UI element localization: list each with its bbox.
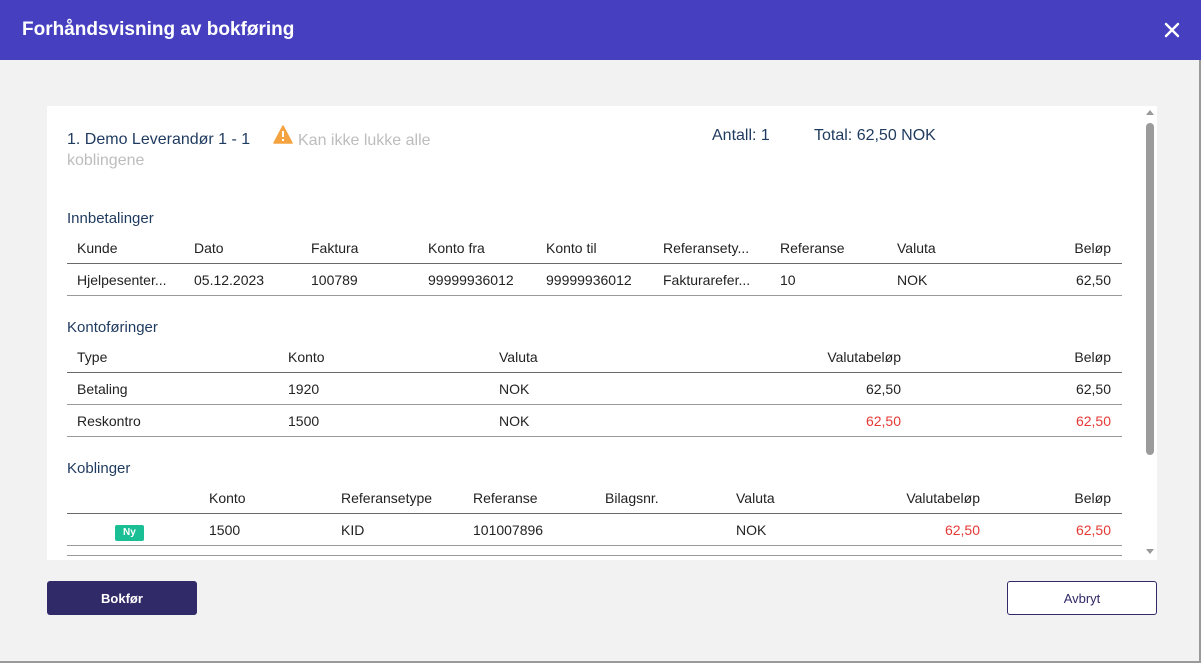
scroll-down-icon[interactable] [1146, 549, 1154, 554]
table-cell: 05.12.2023 [194, 272, 265, 288]
table-row: Betaling 1920 NOK 62,50 62,50 [67, 373, 1122, 405]
table-cell: 1920 [288, 381, 320, 397]
table-cell: 62,50 [1075, 381, 1111, 397]
column-header: Bilagsnr. [605, 490, 659, 506]
table-cell: 62,50 [944, 522, 980, 538]
koblinger-table: Konto Referansetype Referanse Bilagsnr. … [67, 486, 1122, 556]
table-cell: 10 [780, 272, 796, 288]
table-cell: 99999936012 [546, 272, 632, 288]
column-header: Valuta [897, 240, 936, 256]
kontoforinger-table: Type Konto Valuta Valutabeløp Beløp Beta… [67, 345, 1122, 437]
table-header: Kunde Dato Faktura Konto fra Konto til R… [67, 236, 1122, 264]
warning-triangle-icon [273, 125, 293, 144]
table-row: Reskontro 1500 NOK 62,50 62,50 [67, 405, 1122, 437]
column-header: Konto [288, 349, 325, 365]
cancel-button[interactable]: Avbryt [1007, 581, 1157, 615]
table-cell: 62,50 [1075, 272, 1111, 288]
column-header: Faktura [311, 240, 359, 256]
column-header: Beløp [1074, 240, 1111, 256]
column-header: Valutabeløp [906, 490, 980, 506]
column-header: Referansetype [341, 490, 433, 506]
scroll-up-icon[interactable] [1146, 110, 1154, 115]
table-cell: 100789 [311, 272, 358, 288]
column-header: Valutabeløp [827, 349, 901, 365]
column-header: Valuta [499, 349, 538, 365]
column-header: Referansety... [663, 240, 750, 256]
section-title-koblinger: Koblinger [67, 460, 131, 477]
post-button[interactable]: Bokfør [47, 581, 197, 615]
column-header: Valuta [736, 490, 775, 506]
table-cell: 62,50 [865, 381, 901, 397]
table-cell: 62,50 [1075, 413, 1111, 429]
table-row [67, 546, 1122, 556]
table-cell: Reskontro [77, 413, 141, 429]
section-title-innbetalinger: Innbetalinger [67, 210, 154, 227]
dialog-title: Forhåndsvisning av bokføring [22, 19, 295, 40]
column-header: Konto fra [428, 240, 485, 256]
scroll-thumb[interactable] [1146, 123, 1154, 455]
table-cell: 101007896 [473, 522, 544, 538]
table-cell: 99999936012 [428, 272, 514, 288]
table-header: Type Konto Valuta Valutabeløp Beløp [67, 345, 1122, 373]
vertical-scrollbar[interactable] [1143, 106, 1157, 560]
column-header: Konto til [546, 240, 597, 256]
column-header: Referanse [780, 240, 845, 256]
dialog-header: Forhåndsvisning av bokføring [0, 0, 1201, 60]
table-cell: Fakturarefer... [663, 272, 751, 288]
preview-panel: 1. Demo Leverandør 1 - 1 Kan ikke lukke … [47, 106, 1157, 560]
column-header: Referanse [473, 490, 538, 506]
table-cell: NOK [736, 522, 767, 538]
table-cell: KID [341, 522, 365, 538]
column-header: Beløp [1074, 349, 1111, 365]
column-header: Type [77, 349, 108, 365]
column-header: Konto [209, 490, 246, 506]
new-badge: Ny [115, 514, 175, 546]
close-icon[interactable] [1161, 19, 1183, 41]
entry-title: 1. Demo Leverandør 1 - 1 [67, 131, 251, 148]
table-row: Ny 1500 KID 101007896 NOK 62,50 62,50 [67, 514, 1122, 546]
innbetalinger-table: Kunde Dato Faktura Konto fra Konto til R… [67, 236, 1122, 296]
table-row: Hjelpesenter... 05.12.2023 100789 999999… [67, 264, 1122, 296]
table-cell: Hjelpesenter... [77, 272, 167, 288]
table-header: Konto Referansetype Referanse Bilagsnr. … [67, 486, 1122, 514]
table-cell: 62,50 [865, 413, 901, 429]
table-cell: NOK [499, 413, 530, 429]
entry-count: Antall: 1 [712, 127, 770, 144]
table-cell: NOK [499, 381, 530, 397]
column-header: Dato [194, 240, 224, 256]
table-cell: 1500 [209, 522, 241, 538]
table-cell: Betaling [77, 381, 128, 397]
column-header: Beløp [1074, 490, 1111, 506]
table-cell: 62,50 [1075, 522, 1111, 538]
column-header: Kunde [77, 240, 118, 256]
section-title-kontoforinger: Kontoføringer [67, 319, 158, 336]
table-cell: NOK [897, 272, 928, 288]
table-cell: 1500 [288, 413, 320, 429]
warning-text: Kan ikke lukke alle koblingene [67, 132, 431, 169]
entry-total: Total: 62,50 NOK [814, 127, 936, 144]
